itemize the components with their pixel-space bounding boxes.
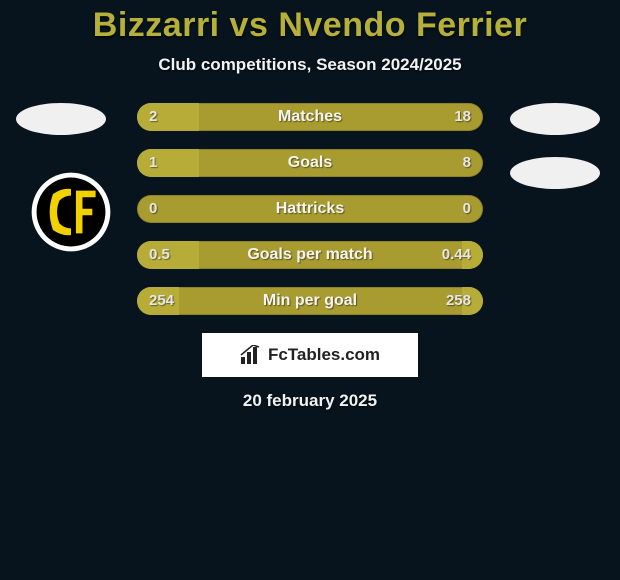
stat-bars: 218Matches18Goals00Hattricks0.50.44Goals…	[137, 103, 483, 315]
page-subtitle: Club competitions, Season 2024/2025	[0, 55, 620, 75]
stat-value-right: 8	[463, 149, 471, 177]
stat-bar: 18Goals	[137, 149, 483, 177]
stat-value-right: 258	[446, 287, 471, 315]
comparison-area: 218Matches18Goals00Hattricks0.50.44Goals…	[0, 103, 620, 315]
stat-value-left: 0.5	[149, 241, 170, 269]
stat-label: Hattricks	[137, 195, 483, 223]
stat-bar: 254 258Min per goal	[137, 287, 483, 315]
stat-bar: 0 0Hattricks	[137, 195, 483, 223]
stat-bar: 0.50.44Goals per match	[137, 241, 483, 269]
right-player-placeholder-1	[510, 103, 600, 135]
watermark: FcTables.com	[202, 333, 418, 377]
stat-value-right: 18	[454, 103, 471, 131]
left-player-placeholder	[16, 103, 106, 135]
stat-label: Min per goal	[137, 287, 483, 315]
watermark-text: FcTables.com	[268, 345, 380, 365]
stat-value-right: 0	[463, 195, 471, 223]
stat-value-left: 1	[149, 149, 157, 177]
watermark-chart-icon	[240, 345, 262, 365]
snapshot-date: 20 february 2025	[0, 391, 620, 411]
right-player-placeholder-2	[510, 157, 600, 189]
stat-bar: 218Matches	[137, 103, 483, 131]
stat-value-left: 2	[149, 103, 157, 131]
stat-bar-fill-left	[137, 103, 199, 131]
stat-bar-fill-left	[137, 149, 199, 177]
stat-value-right: 0.44	[442, 241, 471, 269]
stat-value-left: 0	[149, 195, 157, 223]
club-badge-icon	[30, 171, 112, 253]
page-title: Bizzarri vs Nvendo Ferrier	[0, 6, 620, 45]
stat-value-left: 254	[149, 287, 174, 315]
